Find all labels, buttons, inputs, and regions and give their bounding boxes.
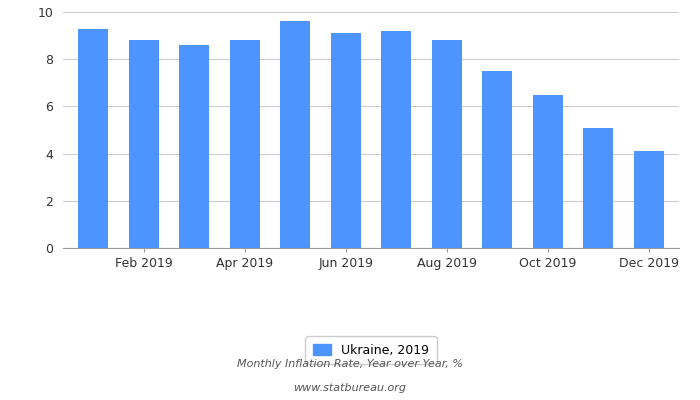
- Bar: [432, 40, 462, 248]
- Bar: [583, 128, 613, 248]
- Bar: [179, 45, 209, 248]
- Bar: [230, 40, 260, 248]
- Bar: [129, 40, 159, 248]
- Bar: [533, 95, 563, 248]
- Bar: [482, 71, 512, 248]
- Bar: [280, 22, 310, 248]
- Legend: Ukraine, 2019: Ukraine, 2019: [305, 336, 437, 364]
- Text: www.statbureau.org: www.statbureau.org: [293, 383, 407, 393]
- Text: Monthly Inflation Rate, Year over Year, %: Monthly Inflation Rate, Year over Year, …: [237, 359, 463, 369]
- Bar: [330, 33, 361, 248]
- Bar: [381, 31, 412, 248]
- Bar: [78, 28, 108, 248]
- Bar: [634, 151, 664, 248]
